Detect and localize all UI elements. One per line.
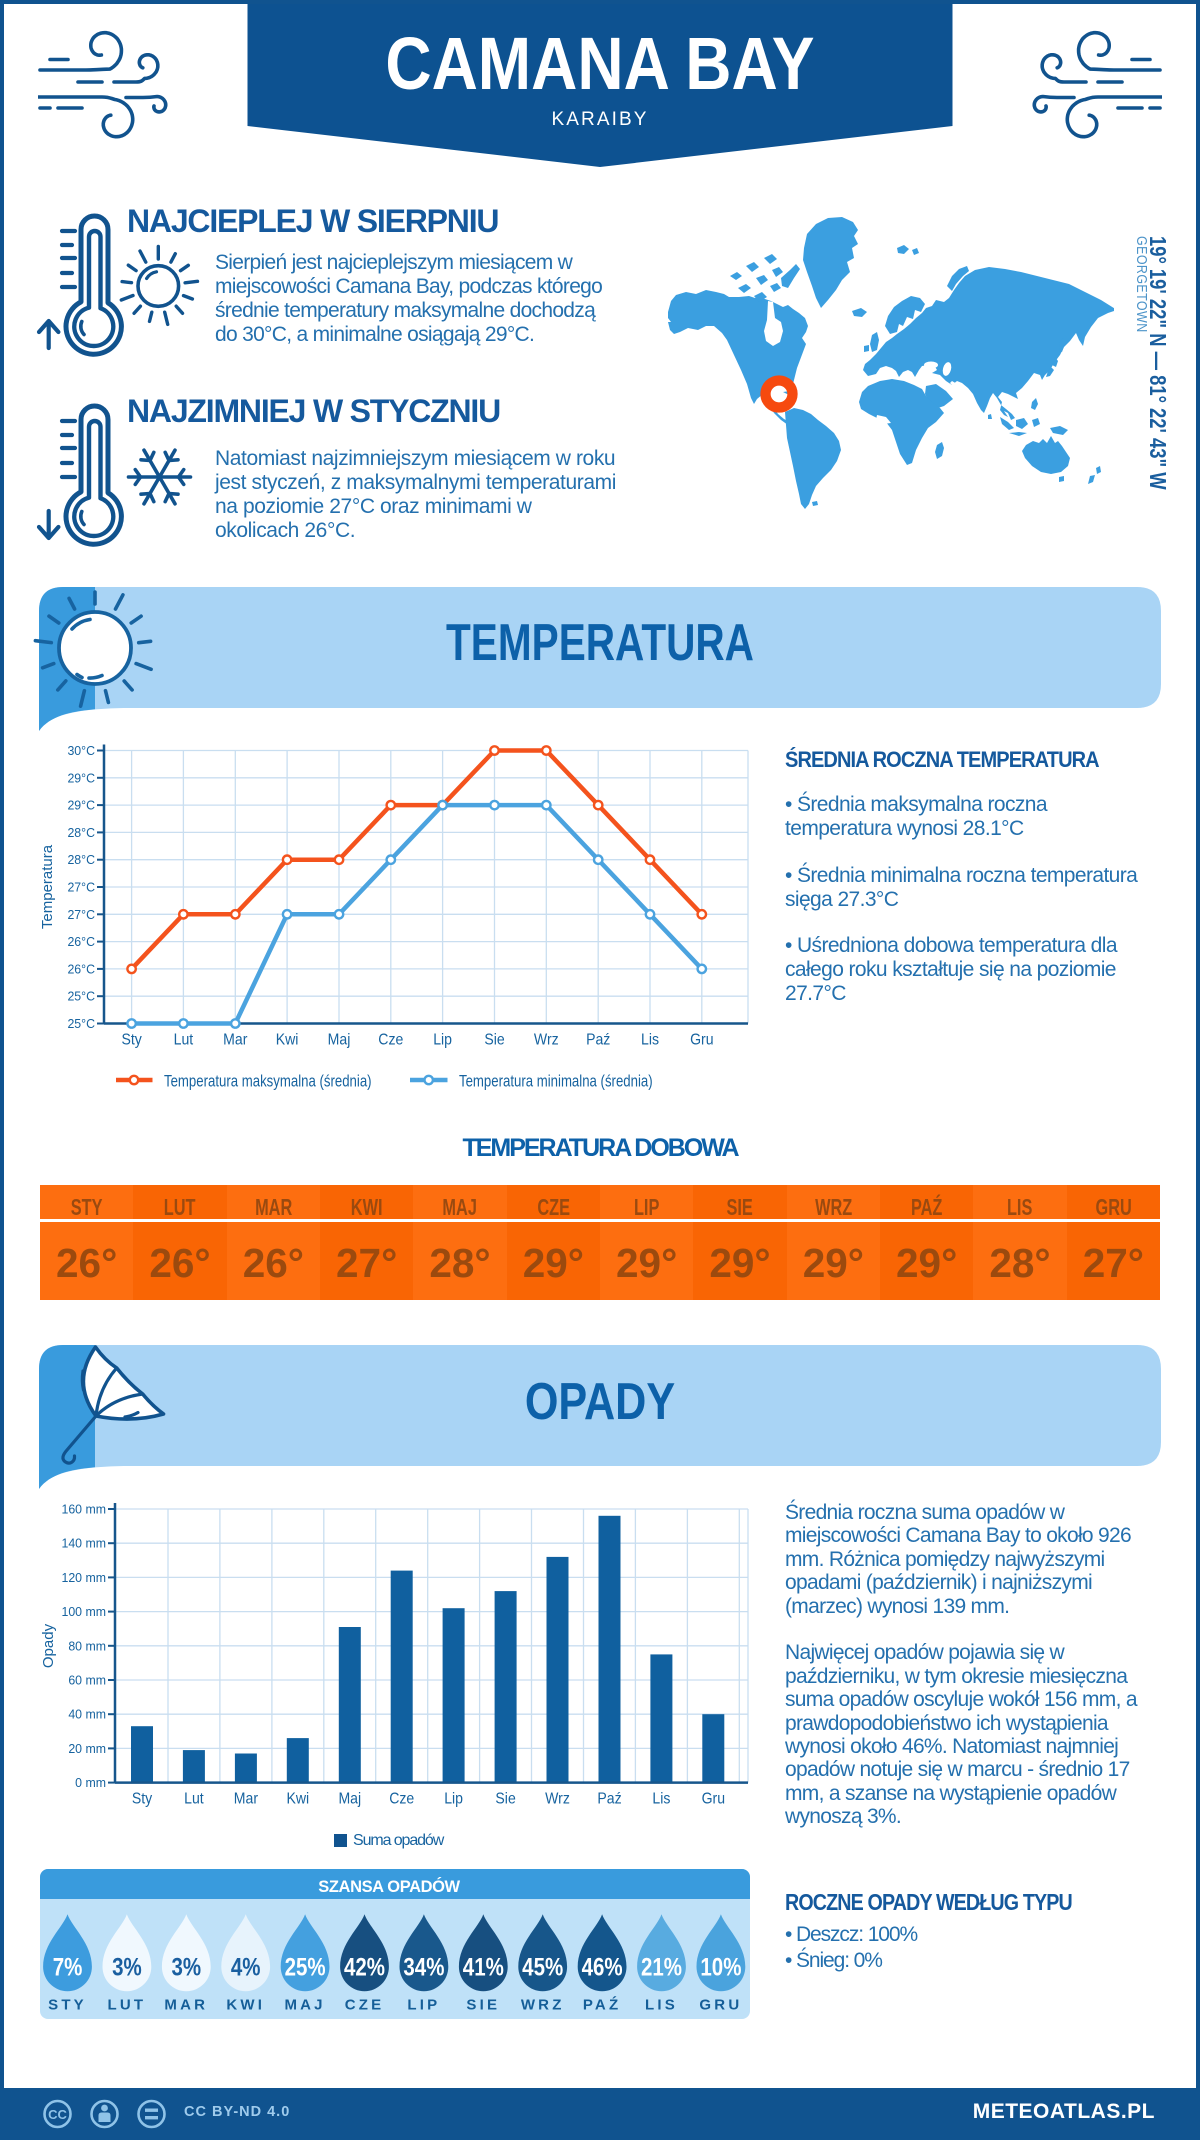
svg-text:10%: 10% (700, 1953, 741, 1981)
svg-text:27°C: 27°C (67, 908, 95, 922)
svg-text:Lis: Lis (652, 1790, 670, 1808)
svg-text:25%: 25% (285, 1953, 326, 1981)
svg-text:Kwi: Kwi (286, 1790, 309, 1808)
svg-text:Wrz: Wrz (545, 1790, 570, 1808)
svg-text:25°C: 25°C (67, 1017, 95, 1031)
svg-text:Temperatura minimalna (średnia: Temperatura minimalna (średnia) (459, 1072, 653, 1091)
svg-text:Cze: Cze (378, 1031, 403, 1049)
svg-text:Lut: Lut (174, 1031, 194, 1049)
svg-text:20 mm: 20 mm (68, 1742, 106, 1756)
svg-text:LIP: LIP (407, 1997, 440, 2014)
svg-text:Mar: Mar (223, 1031, 247, 1049)
svg-text:28°C: 28°C (67, 853, 95, 867)
svg-text:Gru: Gru (702, 1790, 725, 1808)
svg-text:100 mm: 100 mm (61, 1605, 106, 1619)
svg-text:26°C: 26°C (67, 962, 95, 976)
svg-text:Lut: Lut (184, 1790, 204, 1808)
svg-text:120 mm: 120 mm (61, 1571, 106, 1585)
svg-text:LUT: LUT (108, 1997, 147, 2014)
svg-text:Paź: Paź (597, 1790, 621, 1808)
svg-text:LIS: LIS (645, 1997, 678, 2014)
svg-text:42%: 42% (344, 1953, 385, 1981)
svg-text:GRU: GRU (699, 1997, 742, 2014)
svg-text:Mar: Mar (234, 1790, 258, 1808)
svg-text:Cze: Cze (389, 1790, 414, 1808)
svg-text:Lis: Lis (641, 1031, 659, 1049)
svg-text:80 mm: 80 mm (68, 1639, 106, 1653)
svg-text:CC: CC (48, 2107, 67, 2122)
svg-text:7%: 7% (53, 1953, 83, 1981)
svg-text:Maj: Maj (328, 1031, 351, 1049)
svg-text:41%: 41% (463, 1953, 504, 1981)
svg-text:4%: 4% (231, 1953, 261, 1981)
svg-text:45%: 45% (522, 1953, 563, 1981)
svg-text:46%: 46% (582, 1953, 623, 1981)
svg-text:29°C: 29°C (67, 798, 95, 812)
svg-text:CZE: CZE (345, 1997, 385, 2014)
svg-text:3%: 3% (171, 1953, 201, 1981)
svg-text:Sty: Sty (121, 1031, 142, 1049)
svg-text:60 mm: 60 mm (68, 1673, 106, 1687)
svg-text:Paź: Paź (586, 1031, 610, 1049)
svg-text:KWI: KWI (226, 1997, 265, 2014)
svg-text:Opady: Opady (40, 1623, 57, 1668)
svg-text:25°C: 25°C (67, 989, 95, 1003)
svg-text:40 mm: 40 mm (68, 1707, 106, 1721)
svg-text:0 mm: 0 mm (75, 1776, 106, 1790)
svg-text:34%: 34% (403, 1953, 444, 1981)
svg-text:PAŹ: PAŹ (583, 1997, 622, 2014)
svg-text:29°C: 29°C (67, 771, 95, 785)
svg-text:160 mm: 160 mm (61, 1502, 106, 1516)
svg-text:Temperatura maksymalna (średni: Temperatura maksymalna (średnia) (164, 1072, 372, 1091)
svg-text:Sie: Sie (484, 1031, 504, 1049)
svg-text:Sty: Sty (132, 1790, 153, 1808)
svg-text:26°C: 26°C (67, 935, 95, 949)
svg-text:140 mm: 140 mm (61, 1536, 106, 1550)
svg-text:Kwi: Kwi (276, 1031, 299, 1049)
svg-text:Lip: Lip (444, 1790, 463, 1808)
svg-text:Maj: Maj (338, 1790, 361, 1808)
svg-text:30°C: 30°C (67, 744, 95, 758)
svg-text:27°C: 27°C (67, 880, 95, 894)
svg-text:WRZ: WRZ (521, 1997, 565, 2014)
svg-text:MAR: MAR (164, 1997, 208, 2014)
svg-text:Lip: Lip (433, 1031, 452, 1049)
svg-text:SIE: SIE (466, 1997, 500, 2014)
svg-text:Temperatura: Temperatura (39, 844, 56, 929)
svg-text:STY: STY (48, 1997, 87, 2014)
svg-text:28°C: 28°C (67, 826, 95, 840)
svg-text:Gru: Gru (690, 1031, 713, 1049)
svg-text:MAJ: MAJ (284, 1997, 325, 2014)
svg-text:Wrz: Wrz (534, 1031, 559, 1049)
svg-text:3%: 3% (112, 1953, 142, 1981)
svg-text:21%: 21% (641, 1953, 682, 1981)
svg-text:Sie: Sie (495, 1790, 515, 1808)
